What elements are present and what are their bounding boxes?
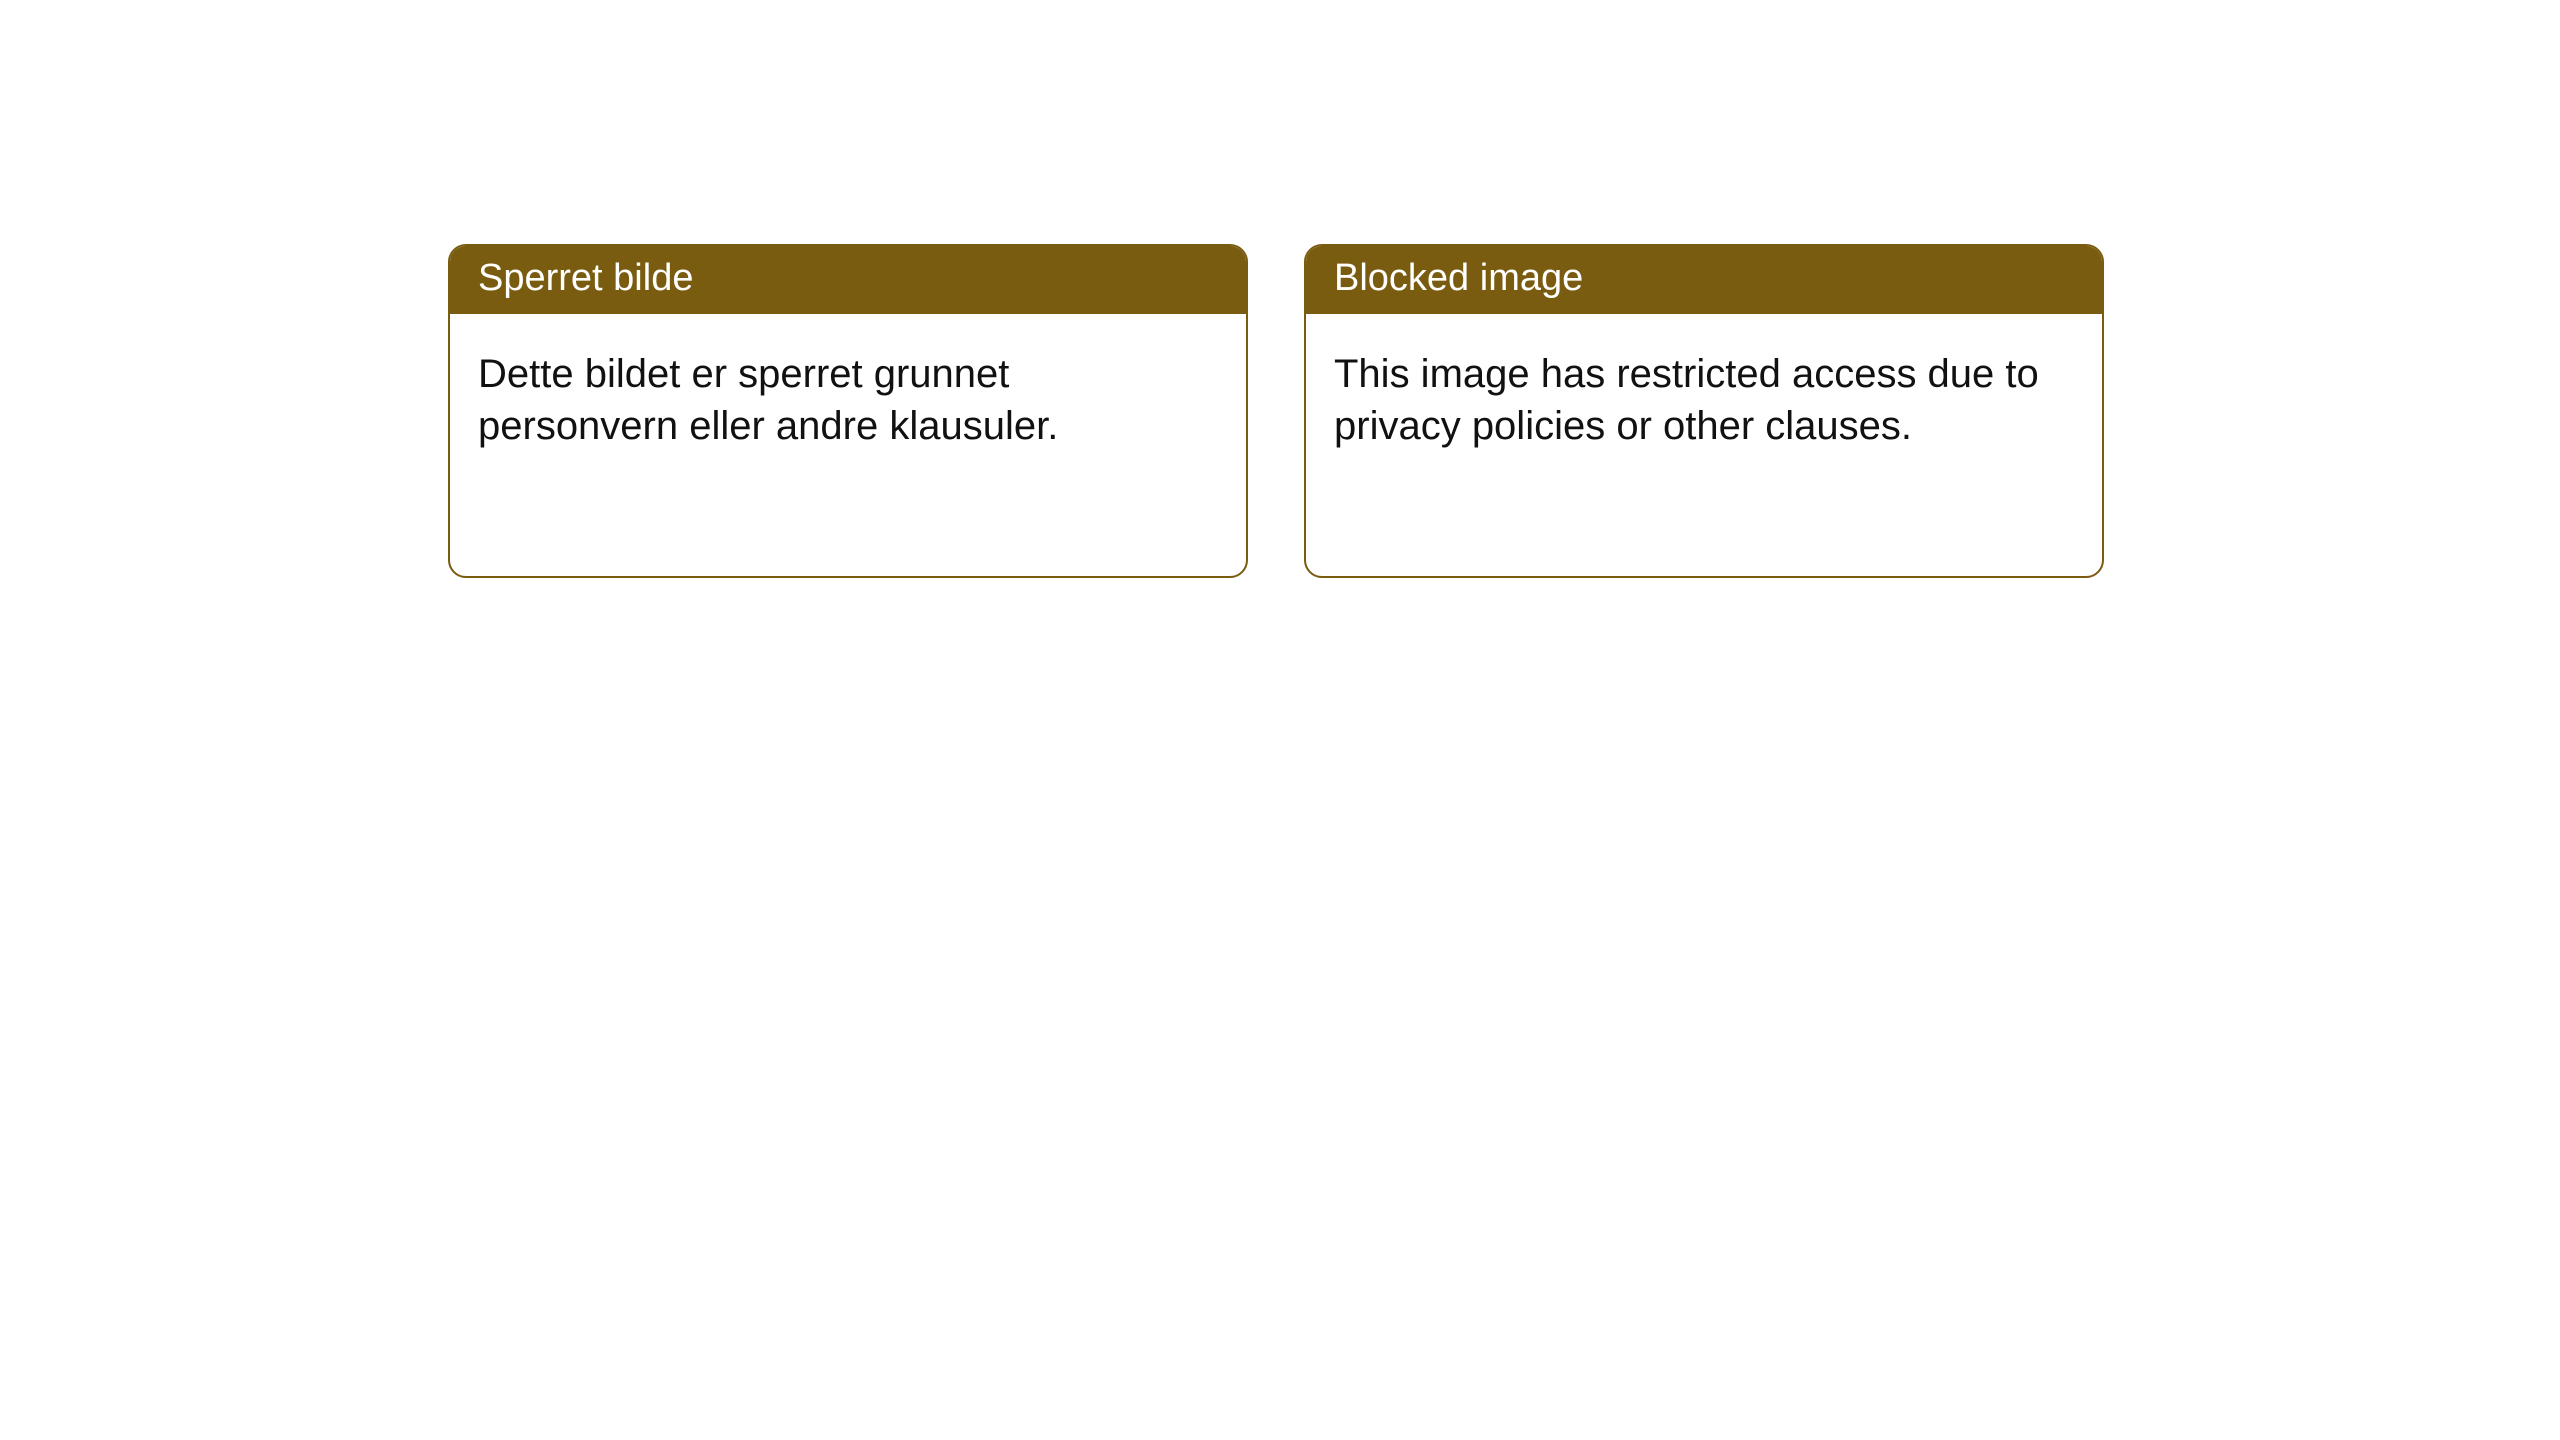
notice-body: This image has restricted access due to … — [1306, 314, 2102, 486]
notices-container: Sperret bilde Dette bildet er sperret gr… — [0, 0, 2560, 578]
notice-header: Blocked image — [1306, 246, 2102, 314]
notice-card-norwegian: Sperret bilde Dette bildet er sperret gr… — [448, 244, 1248, 578]
notice-header: Sperret bilde — [450, 246, 1246, 314]
notice-card-english: Blocked image This image has restricted … — [1304, 244, 2104, 578]
notice-body: Dette bildet er sperret grunnet personve… — [450, 314, 1246, 486]
